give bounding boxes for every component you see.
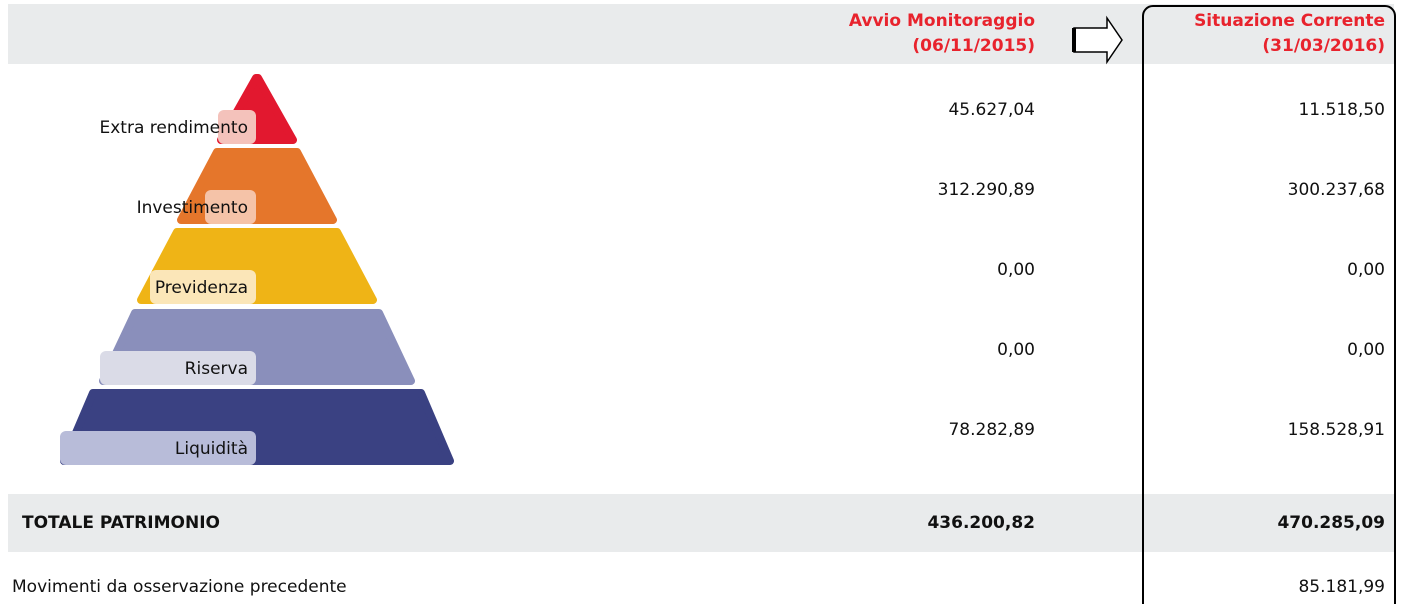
movements-current: 85.181,99	[1298, 577, 1385, 597]
level-current: 158.528,91	[1288, 420, 1385, 440]
current-date: (31/03/2016)	[1262, 36, 1385, 56]
level-start: 45.627,04	[948, 100, 1035, 120]
level-current: 0,00	[1347, 260, 1385, 280]
level-label: Extra rendimento	[99, 118, 248, 138]
level-label-box	[205, 190, 256, 224]
level-current: 300.237,68	[1288, 180, 1385, 200]
level-label: Previdenza	[155, 278, 248, 298]
total-label: TOTALE PATRIMONIO	[22, 513, 220, 533]
level-current: 0,00	[1347, 340, 1385, 360]
level-start: 78.282,89	[948, 420, 1035, 440]
current-highlight	[1142, 5, 1396, 604]
total-start: 436.200,82	[927, 513, 1035, 533]
level-label: Liquidità	[175, 439, 248, 459]
start-date: (06/11/2015)	[912, 36, 1035, 56]
level-label: Investimento	[137, 198, 248, 218]
level-start: 312.290,89	[938, 180, 1035, 200]
level-label-box	[218, 110, 256, 144]
movements-label: Movimenti da osservazione precedente	[12, 577, 347, 597]
total-current: 470.285,09	[1277, 513, 1385, 533]
header-band	[8, 4, 1394, 64]
level-label: Riserva	[185, 359, 248, 379]
total-band	[8, 494, 1394, 552]
start-title: Avvio Monitoraggio	[849, 11, 1035, 31]
level-current: 11.518,50	[1298, 100, 1385, 120]
current-title: Situazione Corrente	[1194, 11, 1385, 31]
level-label-box	[150, 270, 256, 304]
level-label-box	[100, 351, 256, 385]
arrow-icon	[1073, 15, 1123, 65]
level-label-box	[60, 431, 256, 465]
level-start: 0,00	[997, 340, 1035, 360]
level-start: 0,00	[997, 260, 1035, 280]
